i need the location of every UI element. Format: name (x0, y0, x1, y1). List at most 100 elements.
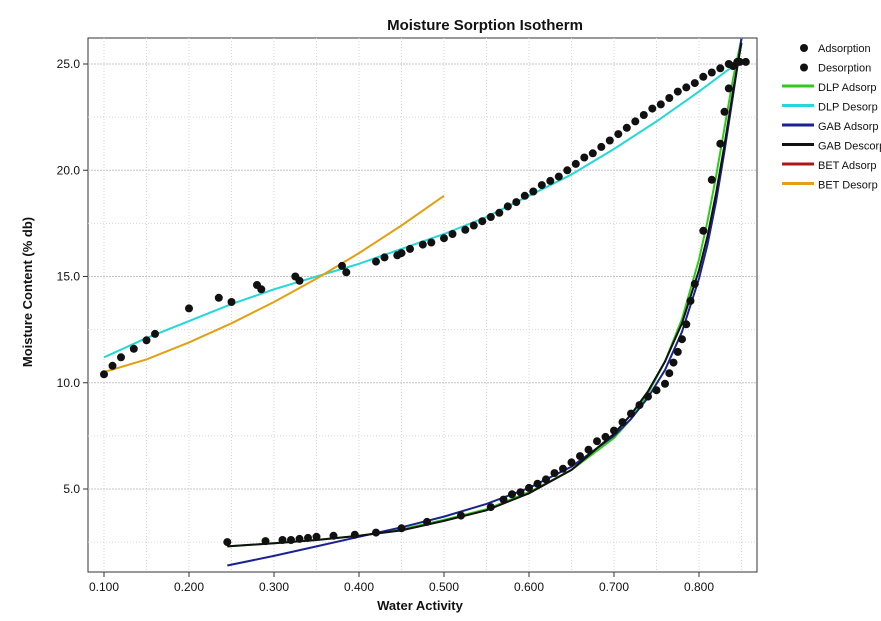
chart-title: Moisture Sorption Isotherm (387, 17, 583, 34)
data-point-adsorption (567, 458, 576, 467)
data-point-desorption (185, 304, 193, 313)
data-point-desorption (372, 257, 380, 266)
legend-label-dlp-adsorp: DLP Adsorp (818, 82, 877, 94)
data-point-desorption (605, 136, 614, 145)
data-point-adsorption (304, 533, 312, 542)
data-point-adsorption (661, 379, 669, 388)
data-point-desorption (117, 353, 125, 362)
data-point-desorption (142, 336, 151, 345)
data-point-adsorption (508, 490, 516, 499)
data-point-adsorption (350, 530, 359, 539)
data-point-desorption (440, 234, 448, 243)
y-tick-label: 5.0 (63, 482, 80, 496)
data-point-desorption (537, 181, 546, 190)
data-point-desorption (639, 111, 648, 119)
data-point-desorption (478, 217, 487, 226)
data-point-desorption (342, 268, 351, 277)
data-point-adsorption (593, 437, 601, 446)
data-point-adsorption (525, 483, 533, 492)
x-axis-label: Water Activity (377, 598, 463, 613)
data-point-desorption (724, 60, 733, 68)
data-point-desorption (622, 123, 631, 132)
data-point-adsorption (720, 107, 729, 116)
data-point-adsorption (699, 226, 708, 235)
data-point-adsorption (627, 409, 635, 418)
data-point-desorption (682, 83, 691, 92)
data-point-adsorption (533, 479, 542, 488)
legend-label-gab-adsorp: GAB Adsorp (818, 121, 879, 133)
data-point-desorption (503, 202, 512, 211)
y-tick-label: 10.0 (57, 376, 81, 390)
data-point-desorption (427, 238, 436, 247)
data-point-desorption (580, 153, 589, 162)
x-tick-label: 0.800 (684, 580, 714, 594)
y-tick-label: 25.0 (57, 57, 81, 71)
data-point-desorption (707, 68, 716, 77)
data-point-adsorption (682, 320, 691, 329)
data-point-desorption (597, 142, 606, 151)
data-point-adsorption (601, 432, 610, 441)
data-point-desorption (397, 249, 406, 258)
data-point-adsorption (223, 538, 232, 547)
data-point-adsorption (486, 503, 495, 512)
legend-label-bet-desorp: BET Desorp (818, 180, 878, 192)
legend-label-desorption: Desorption (818, 63, 871, 75)
series-line-bet-desorp (103, 194, 445, 374)
data-point-adsorption (312, 532, 321, 541)
x-tick-label: 0.300 (259, 580, 289, 594)
data-point-desorption (571, 159, 580, 168)
legend-label-dlp-desorp: DLP Desorp (818, 102, 878, 114)
data-point-adsorption (278, 536, 287, 544)
data-point-desorption (100, 370, 108, 379)
data-point-desorption (733, 57, 742, 66)
data-point-adsorption (610, 426, 618, 435)
data-point-desorption (529, 187, 538, 196)
data-point-desorption (546, 176, 555, 185)
legend-marker-desorption (800, 63, 808, 72)
data-point-adsorption (559, 464, 567, 473)
data-point-desorption (741, 57, 750, 66)
data-point-adsorption (261, 537, 270, 546)
data-point-desorption (716, 64, 725, 73)
x-tick-label: 0.600 (514, 580, 544, 594)
data-point-desorption (338, 261, 346, 270)
data-point-desorption (614, 130, 623, 139)
data-point-desorption (631, 117, 640, 126)
plot-content (100, 38, 750, 567)
data-point-desorption (108, 361, 117, 370)
data-point-adsorption (673, 347, 682, 356)
data-point-adsorption (635, 401, 644, 410)
data-point-desorption (648, 104, 657, 113)
data-point-adsorption (618, 418, 627, 427)
data-point-desorption (588, 149, 597, 158)
data-point-desorption (665, 94, 674, 102)
data-point-desorption (406, 244, 414, 253)
x-tick-label: 0.100 (89, 580, 119, 594)
data-point-adsorption (665, 369, 674, 378)
data-point-adsorption (542, 475, 550, 484)
data-point-desorption (673, 87, 682, 96)
data-point-adsorption (295, 534, 304, 543)
data-point-adsorption (516, 488, 525, 497)
data-point-desorption (469, 221, 478, 230)
data-point-desorption (448, 230, 457, 238)
data-point-adsorption (329, 531, 338, 540)
y-tick-label: 20.0 (57, 163, 81, 177)
data-point-adsorption (550, 469, 559, 478)
data-point-adsorption (686, 296, 695, 305)
data-point-adsorption (457, 511, 465, 520)
legend-label-gab-descorp: GAB Descorp (818, 141, 881, 153)
data-point-adsorption (423, 517, 431, 526)
data-point-desorption (656, 100, 665, 109)
data-point-adsorption (287, 536, 295, 544)
legend-label-bet-adsorp: BET Adsorp (818, 160, 877, 172)
data-point-adsorption (644, 392, 652, 401)
data-point-desorption (418, 240, 427, 249)
data-point-desorption (512, 198, 521, 207)
data-point-adsorption (652, 386, 661, 395)
data-point-adsorption (669, 358, 678, 367)
y-tick-label: 15.0 (57, 270, 81, 284)
legend-marker-adsorption (800, 44, 808, 52)
data-point-adsorption (397, 524, 406, 533)
